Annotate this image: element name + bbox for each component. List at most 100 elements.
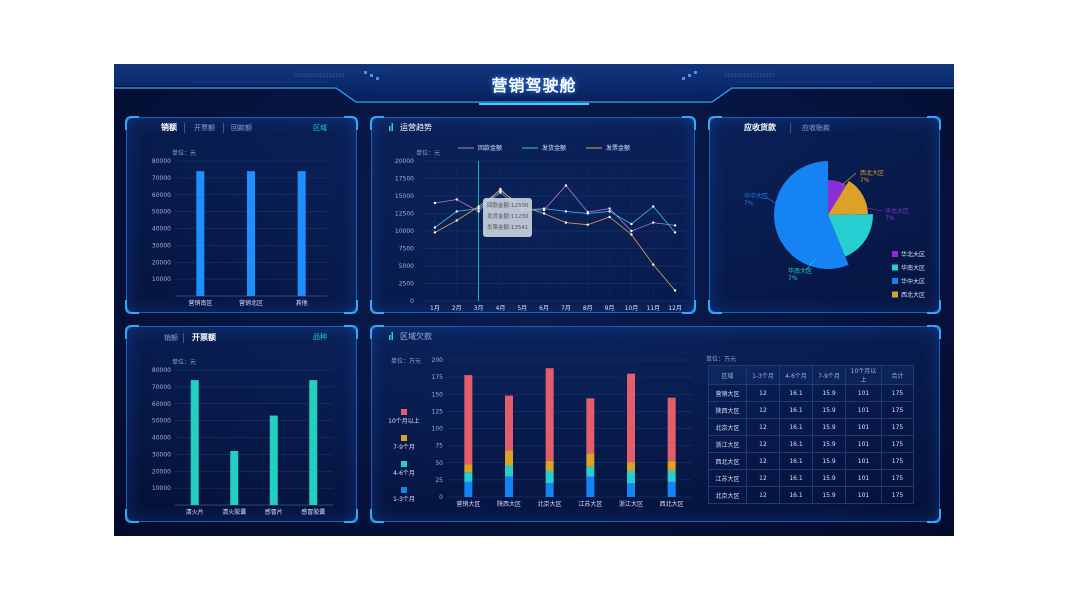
x-tick-label: 浙江大区 (619, 500, 643, 508)
table-cell: 12 (746, 435, 780, 453)
tab-invoice[interactable]: 开票额 (192, 333, 216, 342)
y-tick-label: 200 (432, 357, 444, 364)
table-cell: 16.1 (779, 452, 813, 470)
table-cell: 101 (845, 452, 882, 470)
y-tick-label: 40000 (152, 226, 171, 233)
table-cell: 12 (746, 418, 780, 436)
pie-label-percent: 7% (744, 200, 754, 207)
table-cell: 16.1 (779, 401, 813, 419)
table-cell: 175 (881, 384, 914, 402)
table-cell: 12 (746, 401, 780, 419)
legend-label: 华中大区 (901, 278, 925, 286)
stacked-bar-segment (627, 373, 635, 463)
invoice-bar-chart: 10000 20000 30000 40000 50000 60000 70000 80000… (152, 367, 333, 516)
legend-label: 华南大区 (901, 264, 925, 272)
y-tick-label: 7500 (399, 246, 414, 253)
data-point (499, 191, 502, 194)
y-tick-label: 125 (432, 408, 444, 415)
stacked-bar-segment (586, 398, 595, 454)
x-tick-label: 8月 (583, 305, 593, 312)
stacked-bar-segment (586, 453, 595, 467)
legend-label: 1-3个月 (393, 496, 415, 503)
tab-sales[interactable]: 销额 (161, 123, 177, 132)
y-tick-label: 10000 (152, 276, 171, 283)
y-tick-label: 30000 (152, 242, 171, 249)
pie-slice (828, 214, 873, 257)
y-tick-label: 70000 (152, 175, 171, 182)
y-tick-label: 70000 (152, 384, 171, 391)
data-point (433, 231, 437, 234)
receivable-panel: 应收货款 应收账款 西北大区 7% 华北大区 7% 华中大区 7% 华南大区 7% 华北大区 华南… (708, 116, 941, 314)
legend-swatch (401, 487, 407, 493)
data-point (455, 198, 458, 201)
debt-table: 区域 1-3个月 4-6个月 7-9个月 10个月以上 合计 营销大区 12 16.1 15.9… (708, 365, 914, 504)
stacked-bar-segment (586, 476, 595, 497)
tooltip-line: 发货金额:11230 (487, 214, 529, 220)
data-point (673, 224, 677, 227)
table-row: 营销大区 12 16.1 15.9 101 175 (708, 384, 914, 402)
table-row: 陕西大区 12 16.1 15.9 101 175 (708, 401, 914, 419)
table-row: 西北大区 12 16.1 15.9 101 175 (708, 452, 914, 470)
y-tick-label: 10000 (152, 485, 171, 492)
y-tick-label: 60000 (152, 192, 171, 199)
table-cell: 175 (881, 486, 914, 504)
x-tick-label: 3月 (474, 305, 484, 312)
stacked-bar-segment (545, 483, 554, 497)
pie-slice (828, 180, 847, 215)
pie-leader-line (765, 196, 779, 206)
table-cell: 12 (746, 384, 780, 402)
data-point (586, 212, 589, 215)
data-point (455, 210, 458, 213)
series-line (434, 191, 676, 233)
data-point (652, 221, 655, 224)
table-row: 北京大区 12 16.1 15.9 101 175 (708, 486, 914, 504)
pie-leader-line (805, 257, 817, 271)
x-tick-label: 11月 (646, 305, 660, 312)
tab-receivable-accounts[interactable]: 应收账款 (802, 124, 830, 132)
data-point (499, 189, 502, 192)
x-tick-label: 感冒胶囊 (301, 508, 325, 516)
table-cell: 12 (746, 452, 780, 470)
y-tick-label: 80000 (152, 367, 171, 374)
data-point (455, 219, 458, 222)
stacked-bar-segment (464, 481, 473, 497)
y-tick-label: 5000 (399, 263, 414, 270)
table-cell: 175 (881, 452, 914, 470)
table-cell: 101 (845, 384, 882, 402)
data-point (652, 205, 655, 208)
series-line (434, 184, 676, 232)
y-tick-label: 30000 (152, 451, 171, 458)
debt-panel: 区域欠款 单位：万元 单位：万元 0 25 50 75 100 125 150 175 200 营… (370, 325, 941, 523)
y-tick-label: 20000 (152, 259, 171, 266)
tab-sales[interactable]: 销额 (164, 334, 178, 342)
tab-receivable-goods[interactable]: 应收货款 (744, 123, 776, 132)
tab-payment[interactable]: 回款额 (231, 124, 252, 132)
data-point (477, 205, 480, 208)
x-tick-label: 5月 (517, 305, 527, 312)
table-row: 北京大区 12 16.1 15.9 101 175 (708, 418, 914, 436)
pie-slice (828, 180, 868, 215)
variety-link[interactable]: 品种 (313, 333, 327, 341)
y-tick-label: 25 (435, 477, 443, 484)
table-cell: 12 (746, 486, 780, 504)
tab-invoice[interactable]: 开票额 (194, 124, 215, 132)
data-point (433, 201, 437, 205)
x-tick-label: 12月 (668, 305, 682, 312)
x-tick-label: 1月 (430, 305, 440, 312)
pie-label-name: 西北大区 (860, 169, 884, 177)
table-cell: 15.9 (812, 418, 846, 436)
legend-swatch (892, 264, 898, 271)
region-link[interactable]: 区域 (313, 124, 327, 132)
x-tick-label: 营销北区 (239, 299, 263, 307)
y-tick-label: 175 (432, 374, 444, 381)
pie-label-name: 华北大区 (885, 207, 909, 215)
table-cell: 16.1 (779, 469, 813, 487)
stacked-bar-segment (627, 483, 635, 497)
legend-label: 4-6个月 (393, 470, 415, 477)
y-tick-label: 50000 (152, 418, 171, 425)
stacked-bar-segment (545, 460, 554, 471)
x-tick-label: 感冒片 (265, 508, 283, 516)
data-point (608, 215, 611, 219)
table-cell: 15.9 (812, 384, 846, 402)
